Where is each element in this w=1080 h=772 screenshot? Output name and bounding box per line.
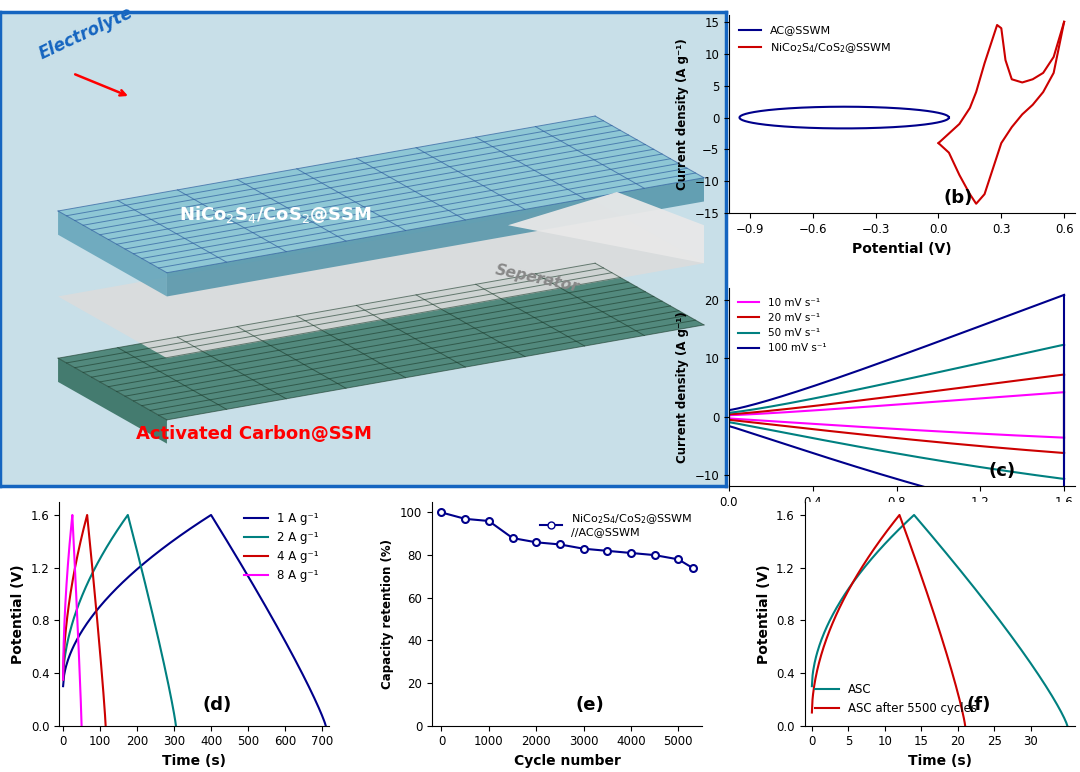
Y-axis label: Current density (A g⁻¹): Current density (A g⁻¹) [676, 312, 689, 463]
Text: (b): (b) [943, 189, 973, 208]
Text: (e): (e) [576, 696, 604, 714]
Text: (f): (f) [967, 696, 991, 714]
Polygon shape [58, 211, 167, 296]
Legend: 10 mV s⁻¹, 20 mV s⁻¹, 50 mV s⁻¹, 100 mV s⁻¹: 10 mV s⁻¹, 20 mV s⁻¹, 50 mV s⁻¹, 100 mV … [734, 293, 831, 357]
X-axis label: Potential (V): Potential (V) [852, 515, 951, 529]
X-axis label: Time (s): Time (s) [162, 754, 227, 768]
Legend: ASC, ASC after 5500 cycles: ASC, ASC after 5500 cycles [810, 679, 982, 720]
Y-axis label: Current density (A g⁻¹): Current density (A g⁻¹) [676, 39, 689, 190]
X-axis label: Time (s): Time (s) [907, 754, 972, 768]
Polygon shape [508, 192, 704, 263]
Legend: AC@SSWM, NiCo$_2$S$_4$/CoS$_2$@SSWM: AC@SSWM, NiCo$_2$S$_4$/CoS$_2$@SSWM [734, 21, 896, 59]
Polygon shape [58, 263, 704, 420]
Legend: 1 A g⁻¹, 2 A g⁻¹, 4 A g⁻¹, 8 A g⁻¹: 1 A g⁻¹, 2 A g⁻¹, 4 A g⁻¹, 8 A g⁻¹ [240, 508, 324, 587]
Polygon shape [167, 178, 704, 296]
Polygon shape [58, 116, 704, 273]
Y-axis label: Potential (V): Potential (V) [757, 564, 770, 664]
Text: NiCo$_2$S$_4$/CoS$_2$@SSM: NiCo$_2$S$_4$/CoS$_2$@SSM [179, 205, 373, 225]
Polygon shape [58, 358, 167, 444]
X-axis label: Potential (V): Potential (V) [852, 242, 951, 256]
Text: (c): (c) [988, 462, 1015, 480]
Text: Electrolyte: Electrolyte [37, 4, 136, 63]
X-axis label: Cycle number: Cycle number [514, 754, 620, 768]
Polygon shape [58, 201, 704, 358]
Text: Activated Carbon@SSM: Activated Carbon@SSM [136, 425, 372, 443]
Y-axis label: Capacity retention (%): Capacity retention (%) [381, 539, 394, 689]
Text: (d): (d) [203, 696, 232, 714]
Y-axis label: Potential (V): Potential (V) [12, 564, 25, 664]
Legend: NiCo$_2$S$_4$/CoS$_2$@SSWM
//AC@SSWM: NiCo$_2$S$_4$/CoS$_2$@SSWM //AC@SSWM [535, 507, 697, 542]
Text: Seperator: Seperator [494, 262, 580, 295]
